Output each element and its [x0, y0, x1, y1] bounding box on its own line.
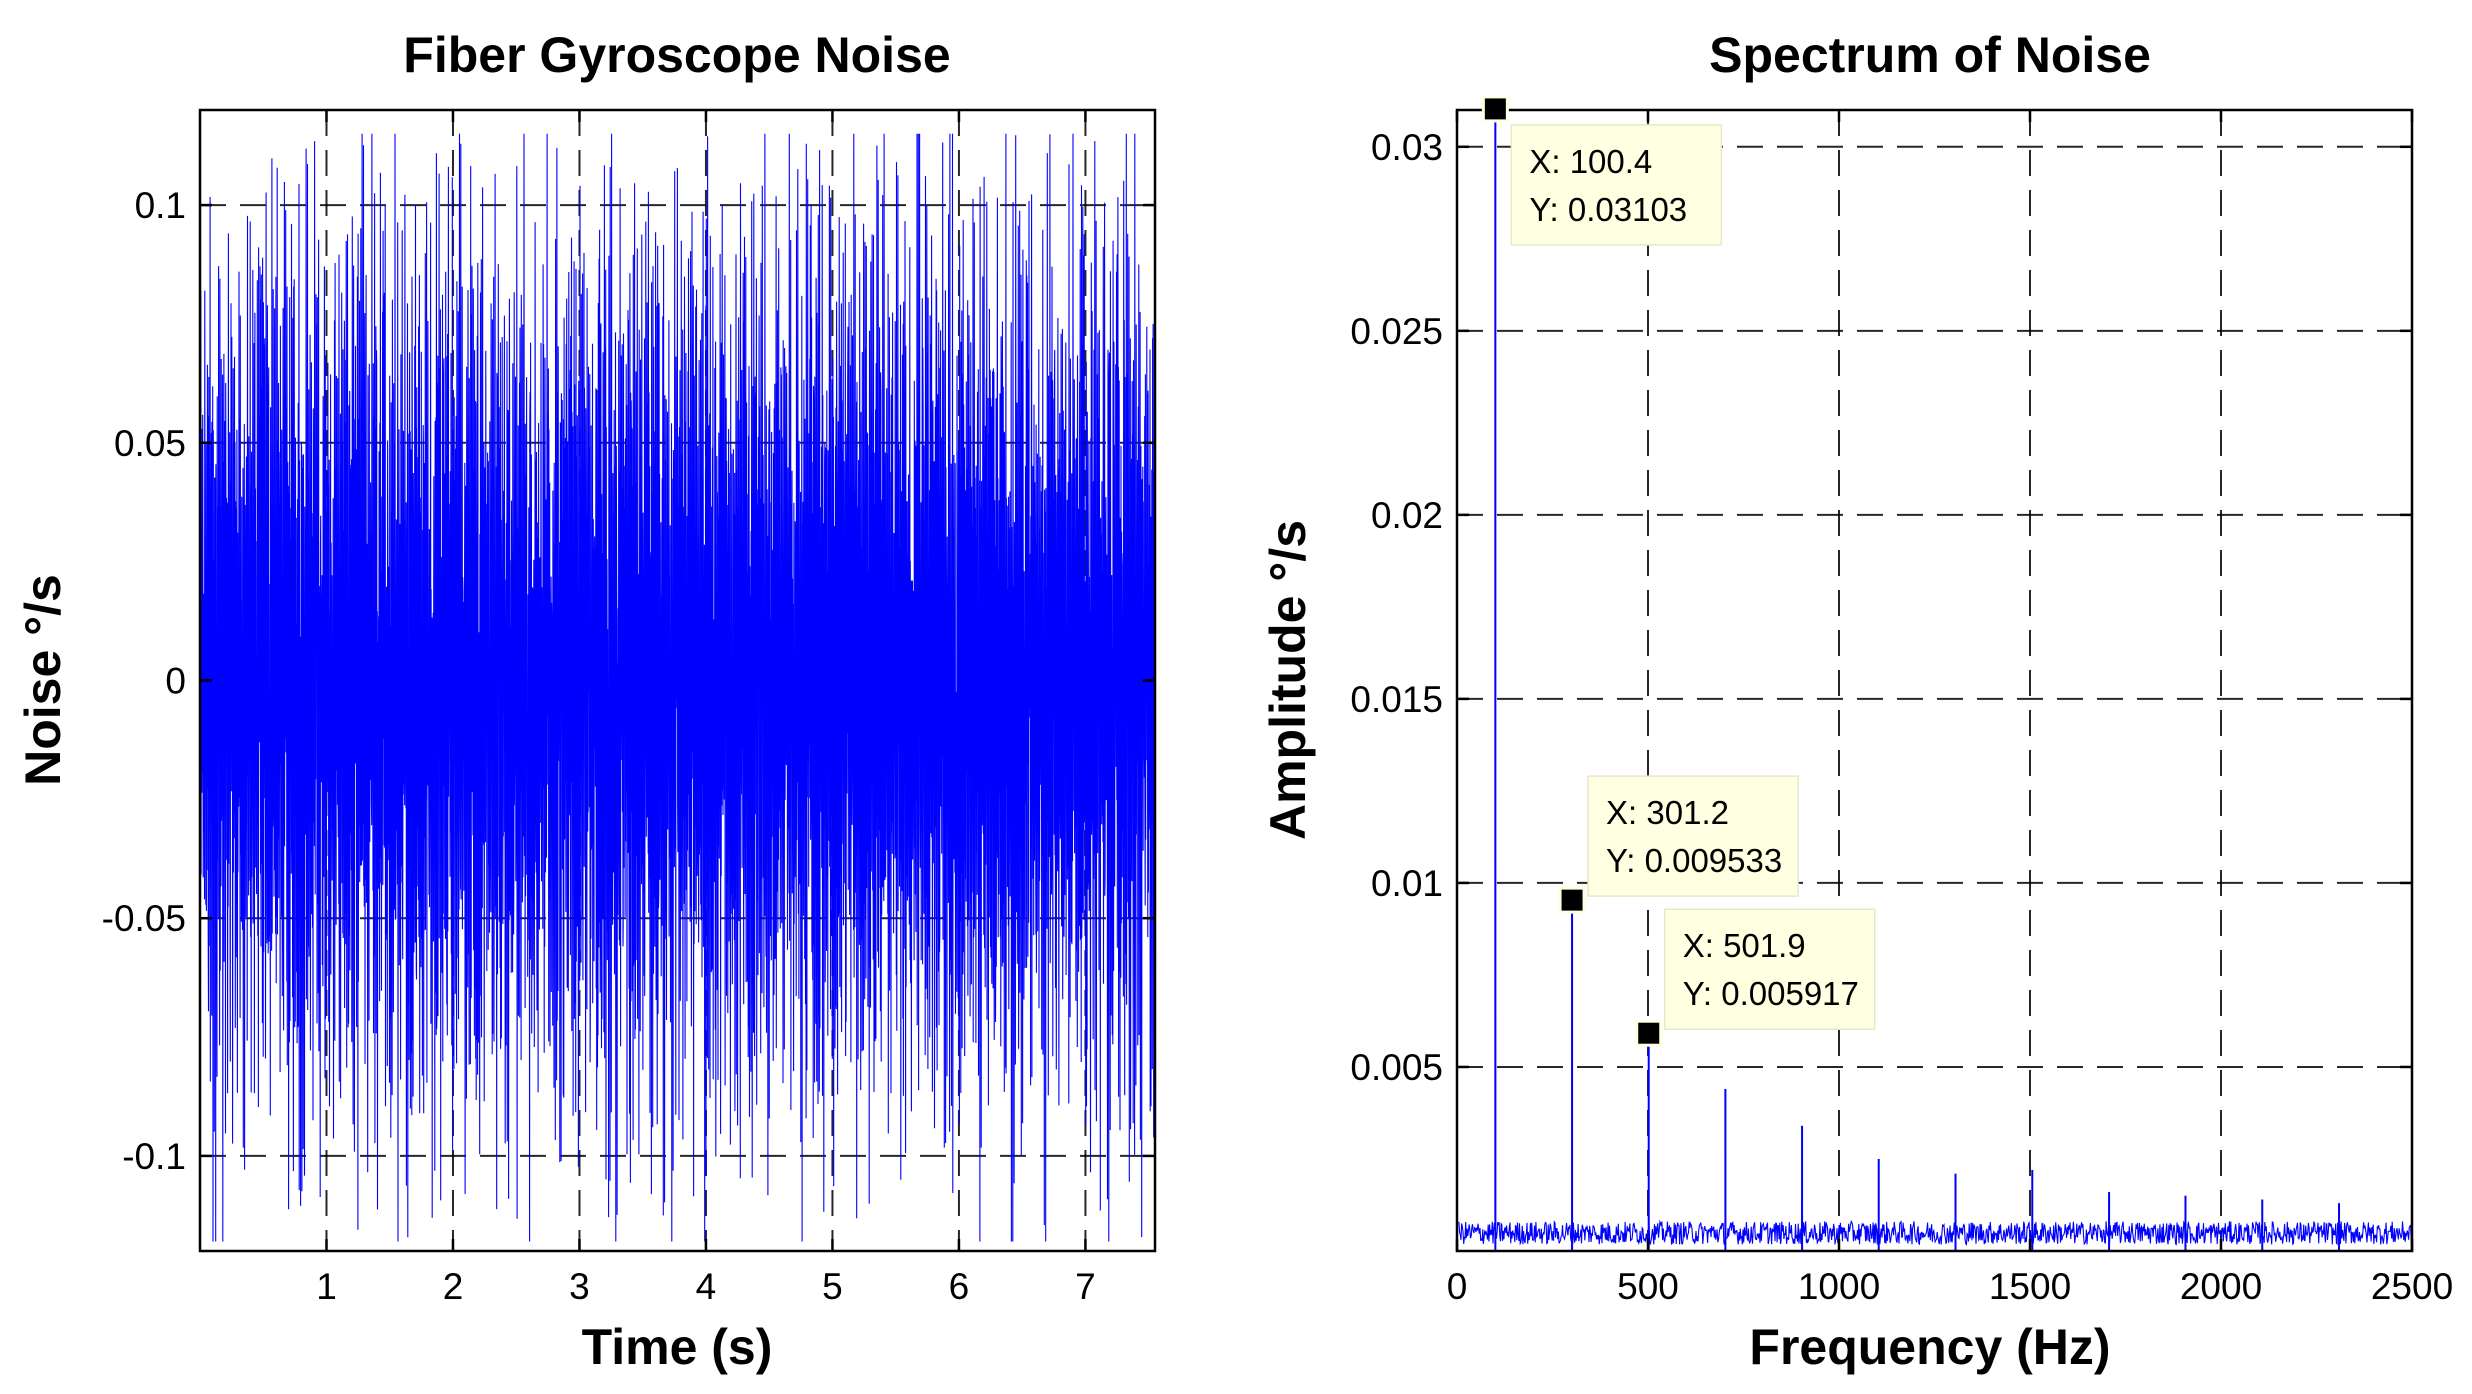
spectrum-xtick-label: 2500	[2371, 1266, 2453, 1307]
spectrum-chart-xlabel: Frequency (Hz)	[1749, 1319, 2110, 1375]
spectrum-chart-grid	[1457, 110, 2412, 1251]
spectrum-series-line	[1458, 108, 2413, 1247]
spectrum-chart-title: Spectrum of Noise	[1709, 27, 2151, 83]
noise-chart-ylabel: Noise °/s	[15, 574, 71, 786]
noise-ytick-label: 0	[165, 661, 186, 702]
spectrum-ytick-label: 0.005	[1350, 1047, 1443, 1088]
datatip-box	[1663, 908, 1876, 1030]
noise-series-line	[199, 133, 1156, 1242]
datatip-x-label: X: 100.4	[1529, 143, 1652, 180]
datatip-y-label: Y: 0.005917	[1683, 975, 1859, 1012]
datatip-marker	[1635, 1019, 1663, 1047]
noise-xtick-label: 2	[443, 1266, 464, 1307]
spectrum-xtick-label: 1500	[1989, 1266, 2071, 1307]
datatip-box	[1510, 124, 1723, 246]
datatip[interactable]: X: 100.4 Y: 0.03103	[1481, 95, 1723, 246]
datatip[interactable]: X: 501.9 Y: 0.005917	[1635, 908, 1876, 1047]
spectrum-chart: 0 500 1000 1500 2000 2500 0.005 0.01 0.015 0.02 0.…	[1260, 27, 2453, 1375]
spectrum-xtick-label: 0	[1447, 1266, 1468, 1307]
noise-chart-ticks: 1 2 3 4 5 6 7 0.1 0.05 0 -0.05 -0.1	[102, 110, 1155, 1307]
spectrum-chart-ylabel: Amplitude °/s	[1260, 520, 1316, 840]
datatip-x-label: X: 501.9	[1683, 927, 1806, 964]
spectrum-xtick-label: 1000	[1798, 1266, 1880, 1307]
datatip-marker	[1558, 886, 1586, 914]
spectrum-ytick-label: 0.015	[1350, 679, 1443, 720]
noise-chart-title: Fiber Gyroscope Noise	[403, 27, 950, 83]
spectrum-series	[1458, 108, 2413, 1251]
noise-ytick-label: 0.05	[114, 423, 186, 464]
datatip-marker	[1481, 95, 1509, 123]
noise-xtick-label: 7	[1075, 1266, 1096, 1307]
noise-ytick-label: 0.1	[135, 185, 186, 226]
spectrum-ytick-label: 0.01	[1371, 863, 1443, 904]
noise-chart-xlabel: Time (s)	[582, 1319, 773, 1375]
noise-xtick-label: 4	[696, 1266, 717, 1307]
spectrum-xtick-label: 500	[1617, 1266, 1679, 1307]
noise-ytick-label: -0.1	[122, 1136, 186, 1177]
datatip-y-label: Y: 0.03103	[1529, 191, 1687, 228]
spectrum-chart-ticks: 0 500 1000 1500 2000 2500 0.005 0.01 0.015 0.02 0.…	[1350, 110, 2453, 1307]
noise-xtick-label: 5	[822, 1266, 843, 1307]
noise-ytick-label: -0.05	[102, 898, 186, 939]
datatip-x-label: X: 301.2	[1606, 794, 1729, 831]
spectrum-ytick-label: 0.03	[1371, 127, 1443, 168]
datatip[interactable]: X: 301.2 Y: 0.009533	[1558, 775, 1799, 914]
noise-series	[199, 133, 1156, 1242]
spectrum-xtick-label: 2000	[2180, 1266, 2262, 1307]
noise-chart: 1 2 3 4 5 6 7 0.1 0.05 0 -0.05 -0.1 Fiber Gyroscope…	[15, 27, 1157, 1375]
spectrum-ytick-label: 0.025	[1350, 311, 1443, 352]
spectrum-ytick-label: 0.02	[1371, 495, 1443, 536]
noise-xtick-label: 3	[569, 1266, 590, 1307]
datatip-y-label: Y: 0.009533	[1606, 842, 1782, 879]
datatip-box	[1587, 775, 1799, 897]
spectrum-chart-frame	[1455, 108, 2414, 1253]
noise-xtick-label: 1	[316, 1266, 337, 1307]
noise-xtick-label: 6	[949, 1266, 970, 1307]
